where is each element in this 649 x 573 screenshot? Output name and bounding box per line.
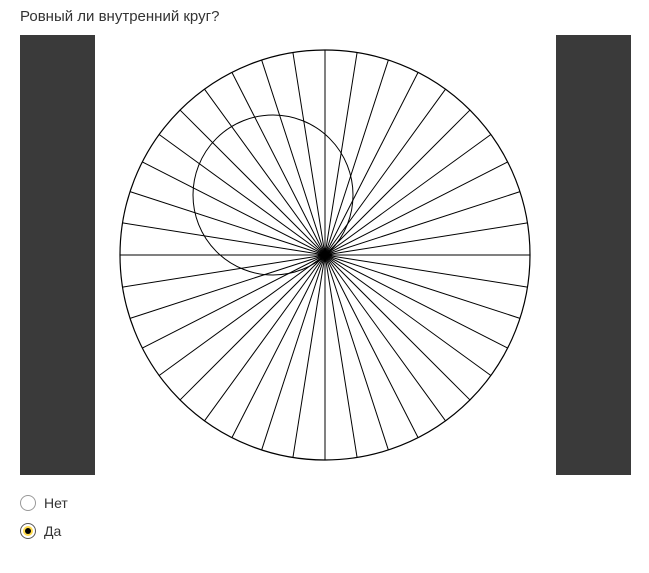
- option-yes[interactable]: Да: [20, 517, 629, 545]
- option-no-label: Нет: [44, 495, 68, 511]
- question-text: Ровный ли внутренний круг?: [0, 0, 649, 35]
- image-letterbox-left: [20, 35, 95, 475]
- illusion-diagram: [95, 35, 556, 475]
- illusion-canvas-wrap: [95, 35, 556, 475]
- quiz-container: Ровный ли внутренний круг? Нет Да: [0, 0, 649, 559]
- option-no[interactable]: Нет: [20, 489, 629, 517]
- option-yes-label: Да: [44, 523, 61, 539]
- radio-no[interactable]: [20, 495, 36, 511]
- radio-yes[interactable]: [20, 523, 36, 539]
- answer-options: Нет Да: [0, 475, 649, 559]
- illusion-image-region: [20, 35, 631, 475]
- image-letterbox-right: [556, 35, 631, 475]
